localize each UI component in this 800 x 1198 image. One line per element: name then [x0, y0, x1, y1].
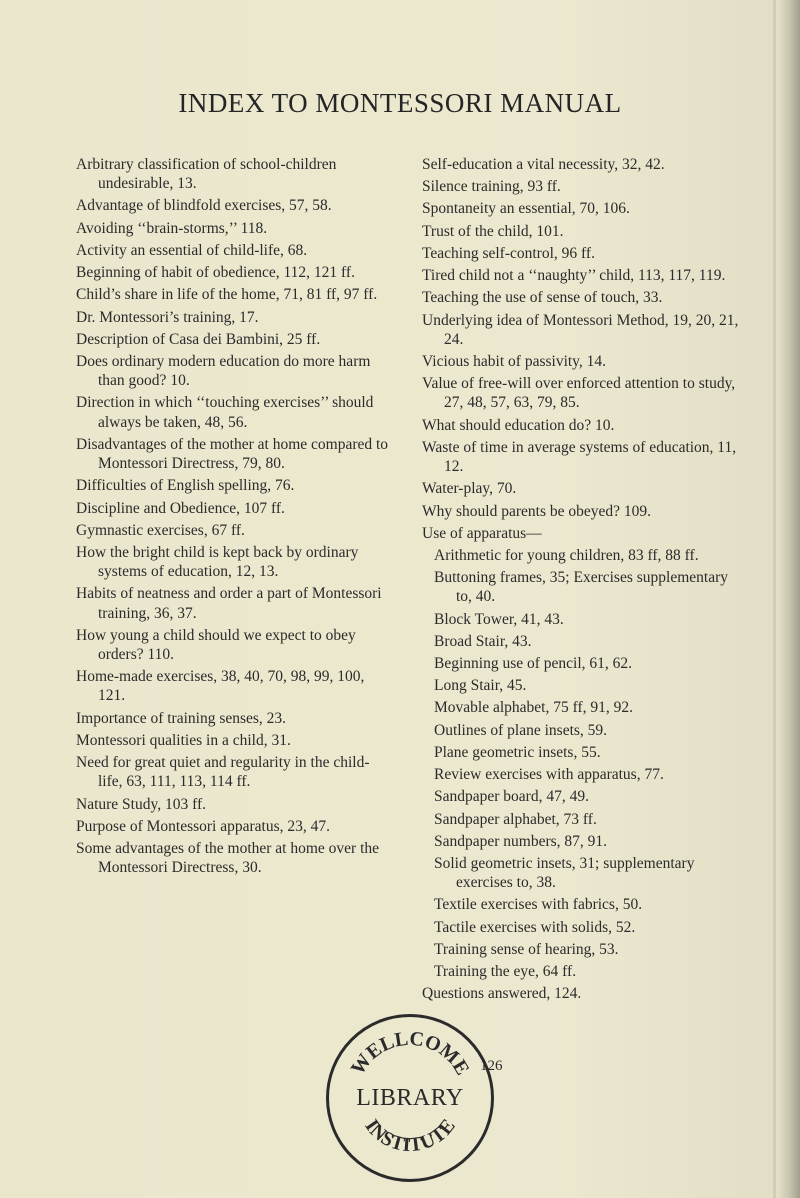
- index-entry: Activity an essential of child-life, 68.: [76, 241, 394, 260]
- index-entry: Description of Casa dei Bambini, 25 ff.: [76, 330, 394, 349]
- index-entry: Some advantages of the mother at home ov…: [76, 839, 394, 877]
- index-entry: Purpose of Montessori apparatus, 23, 47.: [76, 817, 394, 836]
- index-entry: Child’s share in life of the home, 71, 8…: [76, 285, 394, 304]
- index-entry: Waste of time in average systems of educ…: [422, 438, 740, 476]
- index-entry: Questions answered, 124.: [422, 984, 740, 1003]
- index-entry: Montessori qualities in a child, 31.: [76, 731, 394, 750]
- index-entry: Training the eye, 64 ff.: [422, 962, 740, 981]
- index-entry: Self-education a vital necessity, 32, 42…: [422, 155, 740, 174]
- left-column: Arbitrary classification of school-child…: [76, 155, 394, 1007]
- index-entry: Does ordinary modern education do more h…: [76, 352, 394, 390]
- index-entry: Why should parents be obeyed? 109.: [422, 502, 740, 521]
- index-entry: Beginning use of pencil, 61, 62.: [422, 654, 740, 673]
- page-root: INDEX TO MONTESSORI MANUAL Arbitrary cla…: [0, 0, 800, 1198]
- index-entry: Need for great quiet and regularity in t…: [76, 753, 394, 791]
- index-entry: Avoiding ‘‘brain-storms,’’ 118.: [76, 219, 394, 238]
- index-entry: Review exercises with apparatus, 77.: [422, 765, 740, 784]
- index-entry: How young a child should we expect to ob…: [76, 626, 394, 664]
- page-title: INDEX TO MONTESSORI MANUAL: [0, 88, 800, 119]
- page-number: 126: [480, 1058, 503, 1075]
- index-entry: Advantage of blindfold exercises, 57, 58…: [76, 196, 394, 215]
- index-entry: Water-play, 70.: [422, 479, 740, 498]
- index-entry: Spontaneity an essential, 70, 106.: [422, 199, 740, 218]
- index-entry: Plane geometric insets, 55.: [422, 743, 740, 762]
- index-entry: Arithmetic for young children, 83 ff, 88…: [422, 546, 740, 565]
- index-entry: Long Stair, 45.: [422, 676, 740, 695]
- index-entry: Outlines of plane insets, 59.: [422, 721, 740, 740]
- index-entry: Sandpaper board, 47, 49.: [422, 787, 740, 806]
- index-entry: Vicious habit of passivity, 14.: [422, 352, 740, 371]
- right-column: Self-education a vital necessity, 32, 42…: [422, 155, 740, 1007]
- index-entry: How the bright child is kept back by ord…: [76, 543, 394, 581]
- index-entry: Tactile exercises with solids, 52.: [422, 918, 740, 937]
- index-entry: Sandpaper alphabet, 73 ff.: [422, 810, 740, 829]
- index-entry: Nature Study, 103 ff.: [76, 795, 394, 814]
- index-columns: Arbitrary classification of school-child…: [0, 155, 800, 1007]
- index-entry: Difficulties of English spelling, 76.: [76, 476, 394, 495]
- index-entry: Textile exercises with fabrics, 50.: [422, 895, 740, 914]
- index-entry: Sandpaper numbers, 87, 91.: [422, 832, 740, 851]
- index-entry: Teaching self-control, 96 ff.: [422, 244, 740, 263]
- index-entry: Broad Stair, 43.: [422, 632, 740, 651]
- index-entry: Block Tower, 41, 43.: [422, 610, 740, 629]
- index-entry: Buttoning frames, 35; Exercises suppleme…: [422, 568, 740, 606]
- index-entry: Habits of neatness and order a part of M…: [76, 584, 394, 622]
- index-entry: Direction in which ‘‘touching exercises’…: [76, 393, 394, 431]
- index-entry: Gymnastic exercises, 67 ff.: [76, 521, 394, 540]
- index-entry: Underlying idea of Montessori Method, 19…: [422, 311, 740, 349]
- index-entry: Trust of the child, 101.: [422, 222, 740, 241]
- index-entry: Silence training, 93 ff.: [422, 177, 740, 196]
- index-entry: Home-made exercises, 38, 40, 70, 98, 99,…: [76, 667, 394, 705]
- index-entry: Movable alphabet, 75 ff, 91, 92.: [422, 698, 740, 717]
- index-entry: Beginning of habit of obedience, 112, 12…: [76, 263, 394, 282]
- index-entry: Use of apparatus—: [422, 524, 740, 543]
- index-entry: Disadvantages of the mother at home comp…: [76, 435, 394, 473]
- index-entry: Arbitrary classification of school-child…: [76, 155, 394, 193]
- index-entry: Teaching the use of sense of touch, 33.: [422, 288, 740, 307]
- index-entry: Dr. Montessori’s training, 17.: [76, 308, 394, 327]
- stamp-center-text: LIBRARY: [329, 1017, 491, 1179]
- index-entry: Importance of training senses, 23.: [76, 709, 394, 728]
- index-entry: Discipline and Obedience, 107 ff.: [76, 499, 394, 518]
- index-entry: Tired child not a ‘‘naughty’’ child, 113…: [422, 266, 740, 285]
- index-entry: Solid geometric insets, 31; supplementar…: [422, 854, 740, 892]
- index-entry: Value of free-will over enforced attenti…: [422, 374, 740, 412]
- index-entry: What should education do? 10.: [422, 416, 740, 435]
- library-stamp: WELLCOME INSTITUTE LIBRARY: [326, 1014, 494, 1182]
- index-entry: Training sense of hearing, 53.: [422, 940, 740, 959]
